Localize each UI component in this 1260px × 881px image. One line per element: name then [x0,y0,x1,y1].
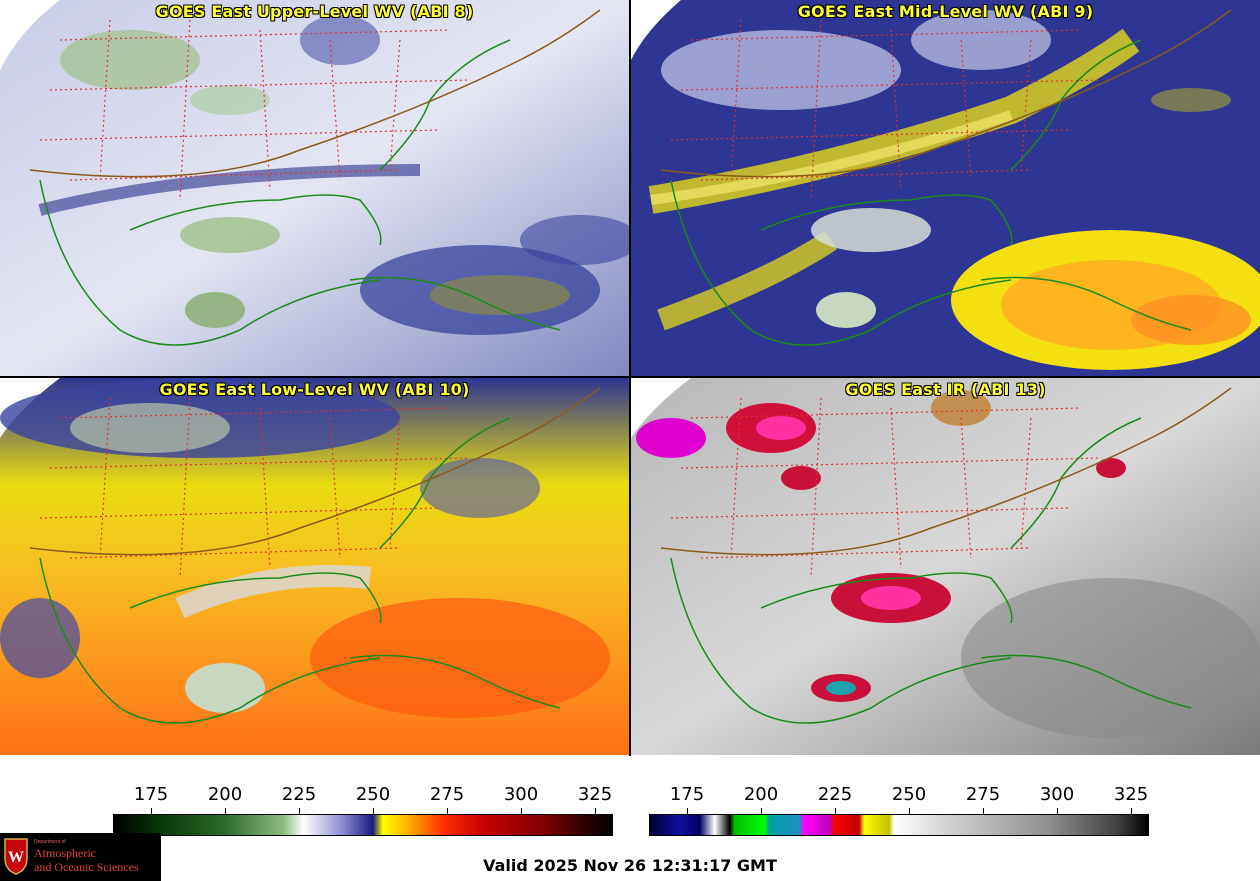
panel-title: GOES East Low-Level WV (ABI 10) [159,380,470,399]
wv-tickmark [151,808,152,814]
panel-divider-vertical [629,0,631,756]
wv-tick-label: 200 [207,784,243,805]
wv-tick-label: 225 [281,784,317,805]
panel-upper-level-wv: GOES East Upper-Level WV (ABI 8) [0,0,629,377]
ir-tickmark [687,808,688,814]
wv-tick-label: 300 [503,784,539,805]
ir-tick-label: 275 [965,784,1001,805]
ir-tickmark [761,808,762,814]
wv-colorbar [113,814,613,836]
wv-tick-label: 275 [429,784,465,805]
panel-title: GOES East Upper-Level WV (ABI 8) [155,2,474,21]
wv-tick-label: 175 [133,784,169,805]
panel-divider-horizontal [0,376,1260,378]
ir-tickmark [983,808,984,814]
ir-tick-label: 225 [817,784,853,805]
wv-tick-label: 250 [355,784,391,805]
panel-title: GOES East IR (ABI 13) [845,380,1046,399]
mid-level-wv-image [631,0,1260,377]
valid-time: Valid 2025 Nov 26 12:31:17 GMT [483,856,777,875]
svg-text:W: W [8,849,24,866]
wv-tickmark [373,808,374,814]
aos-logo: W Department of Atmospheric and Oceanic … [0,833,161,881]
logo-department: Department of [34,839,66,845]
ir-tickmark [909,808,910,814]
ir-tickmark [1131,808,1132,814]
ir-image [631,378,1260,755]
wv-tickmark [225,808,226,814]
upper-level-wv-image [0,0,629,377]
ir-tickmark [835,808,836,814]
wv-tickmark [447,808,448,814]
logo-line1: Atmospheric [34,846,96,860]
ir-tick-label: 300 [1039,784,1075,805]
panel-mid-level-wv: GOES East Mid-Level WV (ABI 9) [631,0,1260,377]
panel-low-level-wv: GOES East Low-Level WV (ABI 10) [0,378,629,755]
wv-tickmark [521,808,522,814]
ir-tick-label: 175 [669,784,705,805]
panel-ir: GOES East IR (ABI 13) [631,378,1260,755]
ir-tick-label: 325 [1113,784,1149,805]
ir-tick-label: 250 [891,784,927,805]
panel-title: GOES East Mid-Level WV (ABI 9) [797,2,1094,21]
wv-tickmark [595,808,596,814]
logo-line2: and Oceanic Sciences [34,860,139,874]
ir-colorbar [649,814,1149,836]
ir-tickmark [1057,808,1058,814]
uw-crest-icon: W [4,838,28,875]
low-level-wv-image [0,378,629,755]
wv-tick-label: 325 [577,784,613,805]
wv-tickmark [299,808,300,814]
ir-tick-label: 200 [743,784,779,805]
